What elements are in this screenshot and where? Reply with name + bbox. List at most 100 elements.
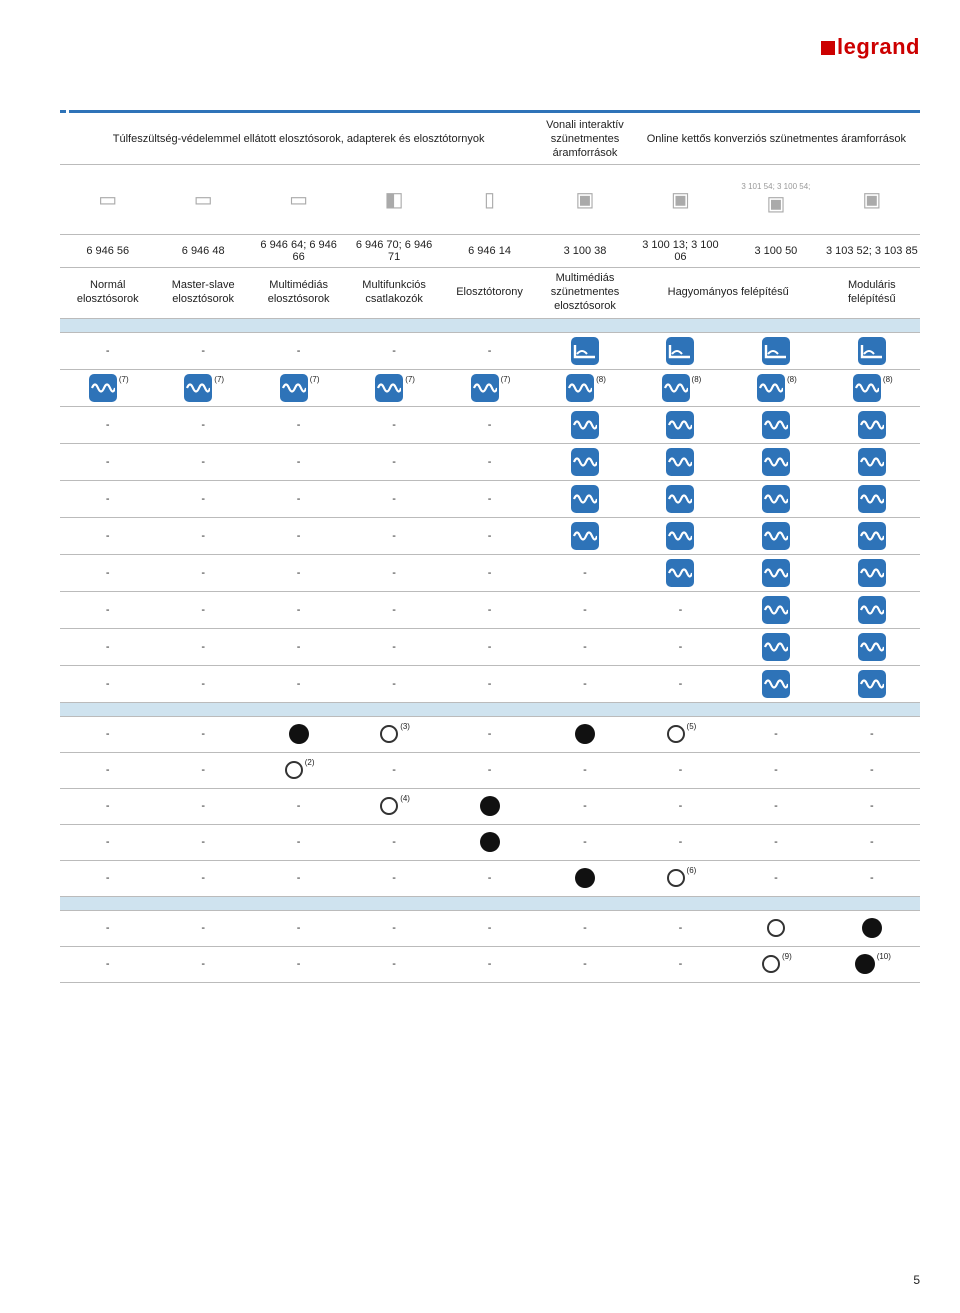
wave-icon xyxy=(666,522,694,550)
comparison-table: Túlfeszültség-védelemmel ellátott eloszt… xyxy=(60,115,920,983)
data-cell xyxy=(824,628,920,665)
data-cell: - xyxy=(60,443,155,480)
wave-l-icon xyxy=(762,337,790,365)
data-cell: (8) xyxy=(728,369,823,406)
footnote-ref: (7) xyxy=(310,375,320,384)
wave-icon xyxy=(858,633,886,661)
footnote-ref: (3) xyxy=(400,722,410,731)
section-separator xyxy=(60,702,920,716)
footnote-ref: (8) xyxy=(883,375,893,384)
wave-icon xyxy=(666,559,694,587)
data-cell: - xyxy=(60,752,155,788)
data-cell: - xyxy=(442,443,537,480)
data-cell: - xyxy=(60,665,155,702)
data-cell: - xyxy=(346,860,441,896)
data-cell: - xyxy=(633,824,728,860)
data-cell: - xyxy=(346,591,441,628)
code-cell: 3 100 50 xyxy=(728,235,823,268)
data-cell: - xyxy=(251,591,346,628)
data-cell: - xyxy=(346,406,441,443)
table-row: -------- xyxy=(60,824,920,860)
data-cell: - xyxy=(155,860,250,896)
data-cell: - xyxy=(537,788,632,824)
data-cell: - xyxy=(633,628,728,665)
data-cell: (7) xyxy=(60,369,155,406)
table-row: -----(6)-- xyxy=(60,860,920,896)
data-cell xyxy=(442,788,537,824)
table-row: ------- xyxy=(60,591,920,628)
data-cell: - xyxy=(251,332,346,369)
data-cell: - xyxy=(155,752,250,788)
data-cell xyxy=(728,910,823,946)
data-cell xyxy=(728,665,823,702)
wave-icon xyxy=(571,448,599,476)
labels-row: Normál elosztósorok Master-slave elosztó… xyxy=(60,268,920,318)
table-row: ----- xyxy=(60,480,920,517)
data-cell: (8) xyxy=(537,369,632,406)
footnote-ref: (8) xyxy=(787,375,797,384)
data-cell xyxy=(824,910,920,946)
data-cell: - xyxy=(346,517,441,554)
label-cell: Moduláris felépítésű xyxy=(824,268,920,318)
label-cell: Elosztótorony xyxy=(442,268,537,318)
table-row: ------- xyxy=(60,665,920,702)
data-cell xyxy=(824,591,920,628)
code-cell: 3 100 38 xyxy=(537,235,632,268)
data-cell: - xyxy=(346,443,441,480)
data-cell: - xyxy=(442,910,537,946)
product-icon: ▭ xyxy=(194,189,213,211)
data-cell: (3) xyxy=(346,716,441,752)
footnote-ref: (4) xyxy=(400,794,410,803)
data-cell: - xyxy=(251,628,346,665)
footnote-ref: (2) xyxy=(305,758,315,767)
data-cell: - xyxy=(633,752,728,788)
section-separator xyxy=(60,318,920,332)
data-cell: - xyxy=(537,554,632,591)
data-cell: - xyxy=(442,716,537,752)
data-cell: - xyxy=(346,946,441,982)
data-cell: - xyxy=(155,591,250,628)
data-cell: - xyxy=(60,716,155,752)
data-cell: - xyxy=(537,824,632,860)
data-cell xyxy=(537,406,632,443)
data-cell xyxy=(251,716,346,752)
table-row: ------- xyxy=(60,628,920,665)
footnote-ref: (8) xyxy=(692,375,702,384)
header-group-2: Vonali interaktív szünetmentes áramforrá… xyxy=(537,115,632,165)
table-row: ----- xyxy=(60,332,920,369)
code-cell: 6 946 70; 6 946 71 xyxy=(346,235,441,268)
data-cell: - xyxy=(442,517,537,554)
data-cell: - xyxy=(824,752,920,788)
filled-circle-icon xyxy=(480,832,500,852)
data-cell xyxy=(537,443,632,480)
wave-icon xyxy=(858,448,886,476)
data-cell: - xyxy=(537,752,632,788)
data-cell: - xyxy=(442,332,537,369)
open-circle-icon xyxy=(767,919,785,937)
wave-l-icon xyxy=(666,337,694,365)
data-cell xyxy=(824,517,920,554)
filled-circle-icon xyxy=(862,918,882,938)
data-cell xyxy=(728,443,823,480)
data-cell: - xyxy=(60,517,155,554)
data-cell: - xyxy=(633,665,728,702)
data-cell: - xyxy=(60,406,155,443)
image-row: ▭ ▭ ▭ ◧ ▯ ▣ ▣ 3 101 54; 3 100 54; ▣ ▣ xyxy=(60,165,920,235)
footnote-ref: (7) xyxy=(501,375,511,384)
footnote-ref: (9) xyxy=(782,952,792,961)
data-cell: (2) xyxy=(251,752,346,788)
wave-icon xyxy=(666,411,694,439)
data-cell: - xyxy=(60,946,155,982)
data-cell: - xyxy=(537,665,632,702)
product-icon: ▣ xyxy=(862,189,881,211)
data-cell xyxy=(728,480,823,517)
open-circle-icon xyxy=(667,869,685,887)
label-cell: Master-slave elosztósorok xyxy=(155,268,250,318)
data-cell: - xyxy=(155,628,250,665)
label-cell: Hagyományos felépítésű xyxy=(633,268,824,318)
data-cell: - xyxy=(155,554,250,591)
data-cell: - xyxy=(251,665,346,702)
data-cell xyxy=(633,406,728,443)
table-row: ---(4)---- xyxy=(60,788,920,824)
data-cell xyxy=(728,628,823,665)
